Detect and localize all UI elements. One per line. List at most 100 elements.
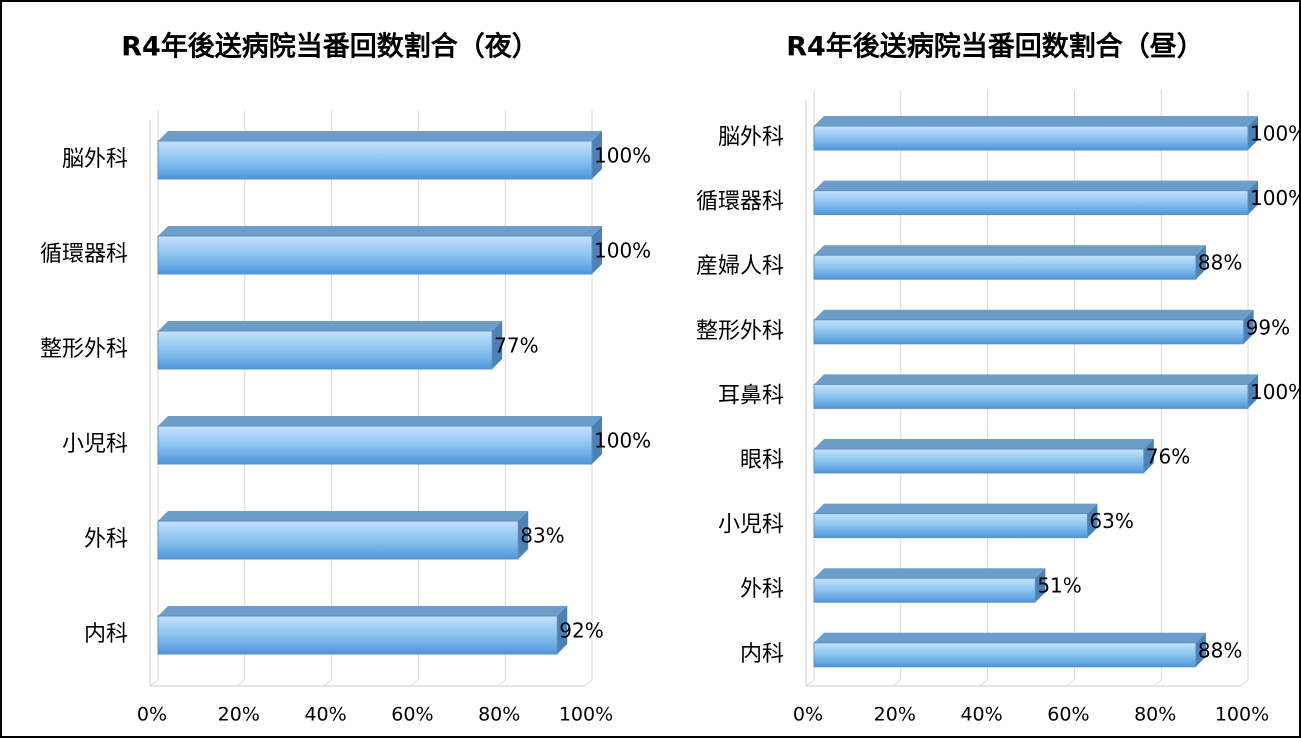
- category-label: 整形外科: [40, 337, 128, 362]
- bar-face: [1143, 439, 1154, 473]
- bar-face: [1087, 503, 1098, 538]
- x-tick-label: 100%: [559, 704, 613, 726]
- floor-line: [410, 679, 419, 687]
- bar: [813, 568, 1046, 603]
- bar-face: [814, 568, 1046, 579]
- bar: [813, 374, 1258, 409]
- x-tick-label: 80%: [478, 704, 520, 726]
- x-tick-label: 0%: [793, 704, 823, 726]
- bar-face: [158, 131, 602, 141]
- bar: [157, 131, 602, 180]
- x-tick-label: 40%: [960, 704, 1002, 726]
- data-label: 100%: [594, 429, 651, 453]
- bar-face: [813, 383, 1249, 409]
- bar-face: [1248, 180, 1258, 215]
- category-label: 内科: [84, 622, 128, 647]
- bar-face: [813, 319, 1245, 345]
- floor-line: [1152, 679, 1162, 687]
- bar-face: [157, 235, 593, 275]
- category-label: 脳外科: [718, 125, 784, 150]
- bar: [813, 116, 1258, 151]
- x-tick-label: 80%: [1134, 704, 1176, 726]
- bar-face: [592, 416, 602, 464]
- data-label: 88%: [1198, 251, 1242, 275]
- bar: [157, 416, 602, 465]
- category-label: 眼科: [740, 448, 784, 473]
- data-label: 88%: [1198, 638, 1242, 662]
- bar-face: [1248, 116, 1258, 150]
- bar-face: [157, 425, 593, 465]
- data-label: 100%: [1250, 122, 1301, 146]
- bar: [157, 606, 568, 655]
- bar: [157, 226, 602, 275]
- bar-face: [813, 448, 1145, 474]
- category-label: 脳外科: [62, 147, 128, 172]
- category-label: 外科: [84, 527, 128, 552]
- floor-line: [149, 679, 159, 687]
- data-label: 100%: [594, 239, 651, 263]
- bar-face: [814, 503, 1098, 514]
- bar-face: [157, 330, 493, 370]
- floor-line: [892, 679, 902, 687]
- category-label: 整形外科: [696, 319, 784, 344]
- bar-face: [158, 226, 602, 236]
- bar-face: [158, 416, 602, 426]
- bar-face: [557, 606, 568, 654]
- category-label: 内科: [740, 642, 784, 667]
- category-label: 耳鼻科: [718, 383, 784, 408]
- x-tick-label: 40%: [304, 704, 346, 726]
- category-label: 循環器科: [696, 190, 784, 215]
- bar-face: [813, 577, 1036, 603]
- category-label: 外科: [740, 577, 784, 602]
- floor-line: [979, 679, 988, 687]
- bar: [813, 180, 1258, 216]
- floor-line: [583, 679, 593, 687]
- bar-face: [813, 513, 1088, 539]
- x-tick-label: 60%: [1047, 704, 1089, 726]
- x-tick-label: 20%: [218, 704, 260, 726]
- bar-face: [158, 606, 568, 616]
- bar-face: [1195, 245, 1206, 280]
- bar-face: [592, 226, 602, 274]
- category-label: 小児科: [718, 513, 784, 538]
- bar-face: [814, 309, 1254, 320]
- bar-face: [814, 632, 1206, 643]
- bar-face: [813, 125, 1249, 151]
- category-label: 小児科: [62, 432, 128, 457]
- bar-face: [813, 254, 1197, 280]
- x-tick-label: 0%: [137, 704, 167, 726]
- bar-face: [158, 321, 503, 331]
- bar-face: [592, 131, 602, 179]
- bar-face: [157, 615, 558, 655]
- bar: [813, 632, 1206, 668]
- data-label: 51%: [1037, 574, 1081, 598]
- data-label: 99%: [1246, 315, 1290, 339]
- bar-face: [813, 190, 1249, 216]
- data-label: 77%: [494, 334, 538, 358]
- bar-face: [814, 439, 1154, 449]
- bar-face: [158, 511, 529, 521]
- bar-face: [814, 116, 1258, 126]
- chart-title: R4年後送病院当番回数割合（夜）: [121, 31, 539, 63]
- bar-face: [814, 374, 1258, 385]
- bar-face: [1243, 309, 1254, 344]
- floor-line: [496, 679, 506, 687]
- bar: [813, 309, 1254, 345]
- bar-face: [814, 245, 1206, 256]
- data-label: 76%: [1146, 445, 1190, 469]
- data-label: 100%: [594, 144, 651, 168]
- bar-face: [1195, 632, 1206, 667]
- bar: [813, 503, 1098, 539]
- bar-face: [157, 520, 519, 560]
- bar: [813, 245, 1206, 280]
- x-tick-label: 100%: [1215, 704, 1269, 726]
- chart-title: R4年後送病院当番回数割合（昼）: [786, 31, 1204, 63]
- data-label: 63%: [1089, 509, 1133, 533]
- bar-face: [492, 321, 503, 369]
- bar: [157, 511, 529, 560]
- bar-face: [157, 140, 593, 180]
- data-label: 100%: [1250, 186, 1301, 210]
- x-tick-label: 60%: [391, 704, 433, 726]
